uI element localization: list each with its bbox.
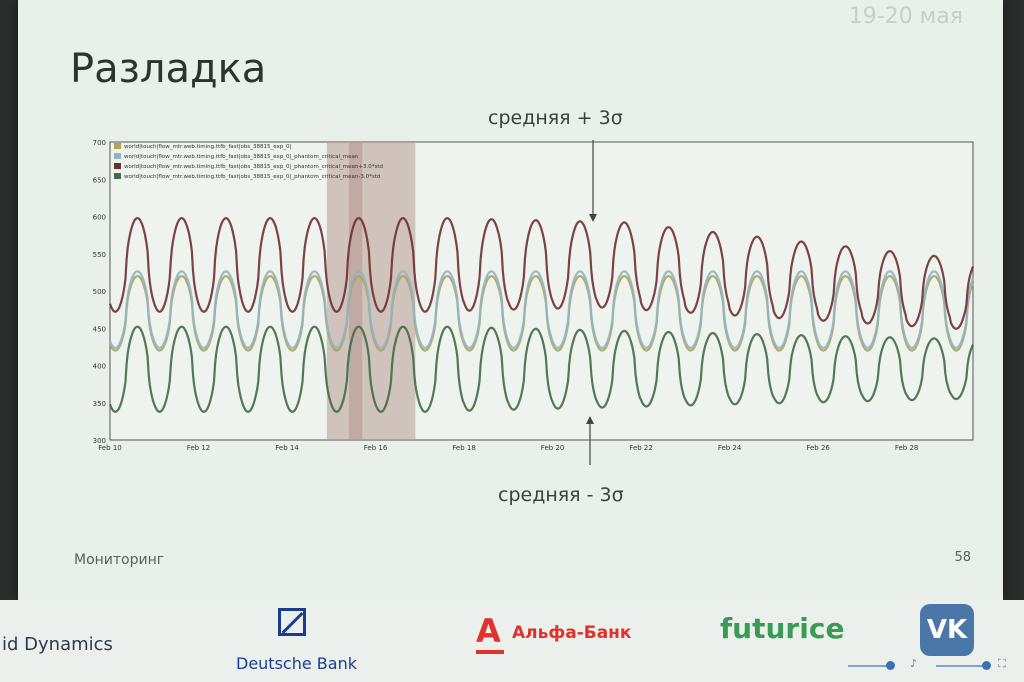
legend-entry: world|touch|flow_mtr.web.timing.ttfb_fas… <box>124 164 383 170</box>
legend-swatch <box>114 143 121 149</box>
y-tick-label: 650 <box>93 176 106 184</box>
deutsche-bank-logo-icon <box>278 608 306 636</box>
y-tick-label: 300 <box>93 437 106 445</box>
y-tick-label: 550 <box>93 251 106 259</box>
y-tick-label: 600 <box>93 214 106 222</box>
sponsor-grid-dynamics: id Dynamics <box>2 634 113 655</box>
sponsor-futurice: futurice <box>720 612 845 645</box>
timing-chart: 300 350 400 450 500 550 600 650 700 Feb 10 Feb 12 F… <box>93 139 975 465</box>
plot-area <box>109 141 974 441</box>
sponsor-bar: id Dynamics Deutsche Bank A Альфа-Банк f… <box>0 600 1024 682</box>
sponsor-deutsche-bank: Deutsche Bank <box>230 604 360 676</box>
volume-track[interactable] <box>936 665 986 667</box>
slide-title: Разладка <box>70 46 267 92</box>
anomaly-band <box>326 142 416 440</box>
video-player-controls: ♪ ⛶ <box>848 657 1018 672</box>
alfa-logo-icon: A <box>476 612 504 654</box>
y-tick-label: 500 <box>93 288 106 296</box>
event-date: 19-20 мая <box>848 4 963 29</box>
sponsor-alfa-bank: A Альфа-Банк <box>476 612 631 654</box>
legend-entry: world|touch|flow_mtr.web.timing.ttfb_fas… <box>124 144 292 150</box>
legend-swatch <box>114 163 121 169</box>
deutsche-bank-text: Deutsche Bank <box>236 654 357 673</box>
legend-entry: world|touch|flow_mtr.web.timing.ttfb_fas… <box>124 154 359 160</box>
x-tick-label: Feb 26 <box>806 444 830 452</box>
fullscreen-icon[interactable]: ⛶ <box>998 657 1006 670</box>
y-tick-label: 450 <box>93 325 106 333</box>
slide: 19-20 мая Разладка средняя + 3σ средняя … <box>18 0 1003 600</box>
x-tick-label: Feb 18 <box>452 444 476 452</box>
volume-icon[interactable]: ♪ <box>910 657 918 670</box>
x-tick-label: Feb 14 <box>275 444 299 452</box>
x-tick-label: Feb 24 <box>718 444 742 452</box>
progress-handle[interactable] <box>886 661 895 670</box>
annotation-mean-plus: средняя + 3σ <box>488 107 623 129</box>
x-tick-label: Feb 22 <box>629 444 653 452</box>
x-tick-label: Feb 16 <box>364 444 388 452</box>
legend-swatch <box>114 153 121 159</box>
series-line <box>108 325 974 413</box>
x-tick-label: Feb 10 <box>98 444 122 452</box>
y-tick-label: 350 <box>93 400 106 408</box>
x-tick-label: Feb 20 <box>541 444 565 452</box>
volume-handle[interactable] <box>982 661 991 670</box>
arrow-head-mean-plus <box>589 214 597 222</box>
series-line <box>108 270 975 350</box>
progress-track[interactable] <box>848 665 890 667</box>
x-tick-label: Feb 28 <box>895 444 919 452</box>
anomaly-band <box>348 142 363 440</box>
series-line <box>108 216 975 330</box>
footer-section: Мониторинг <box>74 552 165 568</box>
y-tick-label: 700 <box>93 139 106 147</box>
legend-entry: world|touch|flow_mtr.web.timing.ttfb_fas… <box>124 174 380 180</box>
x-tick-label: Feb 12 <box>187 444 211 452</box>
legend-swatch <box>114 173 121 179</box>
alfa-bank-text: Альфа-Банк <box>512 623 632 643</box>
page-number: 58 <box>954 550 971 565</box>
arrow-head-mean-minus <box>586 416 594 424</box>
annotation-mean-minus: средняя - 3σ <box>498 484 624 506</box>
y-tick-label: 400 <box>93 363 106 371</box>
vk-logo-icon: VK <box>920 604 974 656</box>
